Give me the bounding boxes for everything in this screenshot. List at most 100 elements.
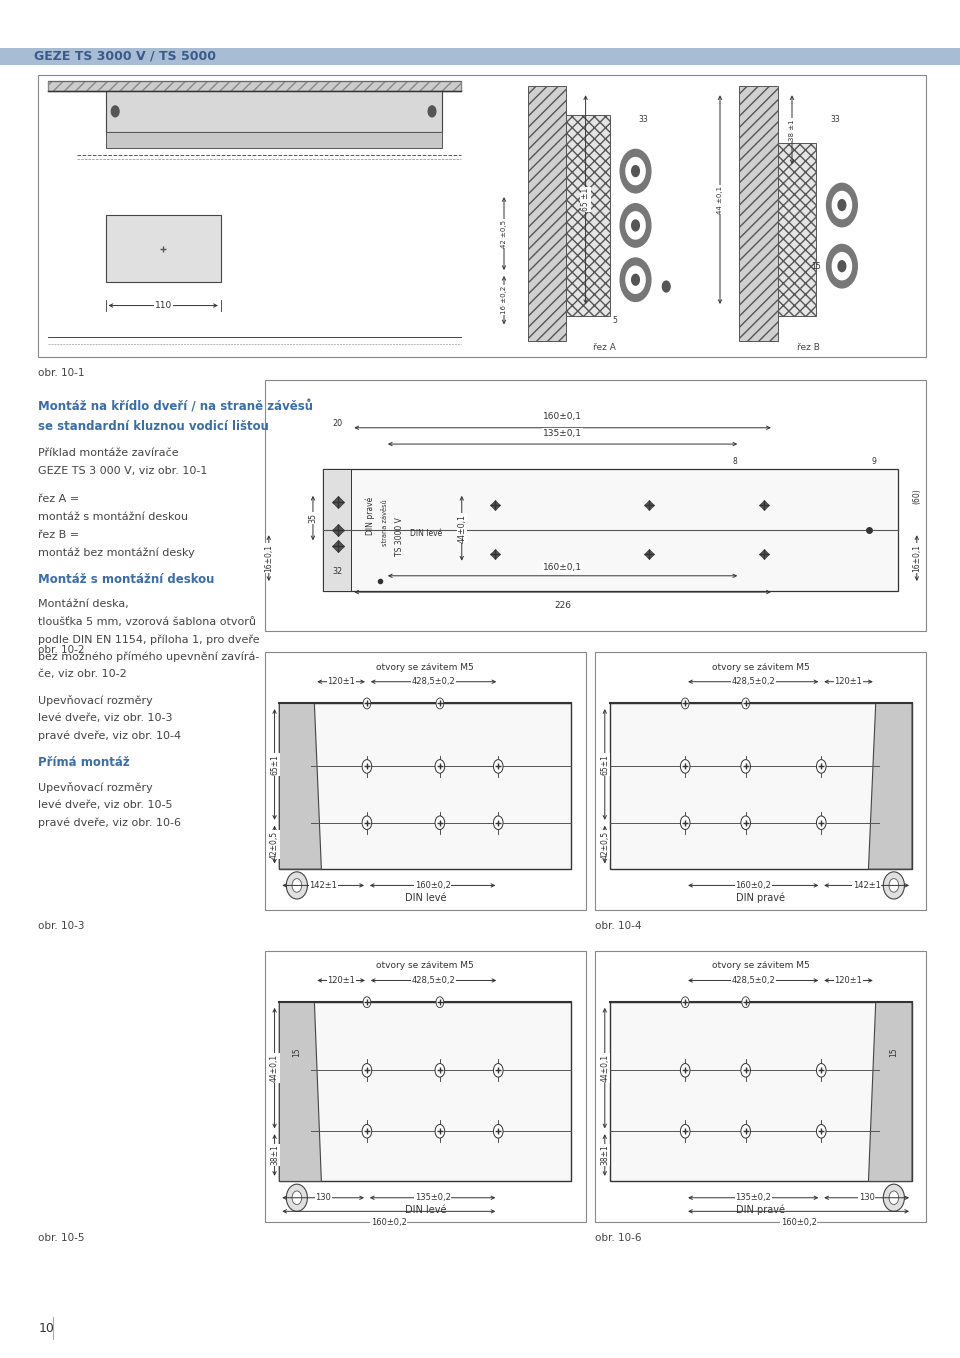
Text: 15: 15 bbox=[889, 1047, 899, 1057]
Text: řez A =: řez A = bbox=[38, 494, 80, 504]
Bar bbox=[38, 75, 926, 357]
Text: 120±1: 120±1 bbox=[327, 678, 355, 686]
Circle shape bbox=[493, 759, 503, 773]
Circle shape bbox=[435, 759, 444, 773]
Circle shape bbox=[428, 106, 436, 117]
Text: 15: 15 bbox=[811, 262, 821, 270]
Text: DIN pravé: DIN pravé bbox=[736, 892, 785, 903]
Text: 226: 226 bbox=[554, 602, 571, 610]
Bar bbox=[323, 469, 898, 591]
Text: GEZE TS 3 000 V, viz obr. 10-1: GEZE TS 3 000 V, viz obr. 10-1 bbox=[38, 466, 207, 475]
Text: 44 ±0,1: 44 ±0,1 bbox=[717, 186, 723, 213]
Circle shape bbox=[741, 1124, 751, 1138]
Text: 130: 130 bbox=[315, 1194, 331, 1202]
Text: 8: 8 bbox=[733, 456, 737, 466]
Circle shape bbox=[838, 261, 846, 272]
Bar bbox=[610, 703, 912, 869]
Text: řez B: řez B bbox=[798, 342, 820, 352]
Text: Montážní deska,: Montážní deska, bbox=[38, 599, 130, 608]
Text: 120±1: 120±1 bbox=[834, 678, 862, 686]
Circle shape bbox=[816, 1124, 826, 1138]
Text: obr. 10-6: obr. 10-6 bbox=[595, 1233, 641, 1243]
Circle shape bbox=[827, 183, 857, 227]
Text: otvory se závitem M5: otvory se závitem M5 bbox=[712, 663, 809, 672]
Circle shape bbox=[742, 997, 750, 1008]
Circle shape bbox=[292, 879, 301, 892]
Bar bbox=[279, 1002, 571, 1181]
Circle shape bbox=[827, 244, 857, 288]
Bar bbox=[106, 132, 442, 148]
Bar bbox=[279, 703, 571, 869]
Bar bbox=[106, 91, 442, 132]
Text: tloušťka 5 mm, vzorová šablona otvorů: tloušťka 5 mm, vzorová šablona otvorů bbox=[38, 617, 256, 626]
Bar bbox=[265, 652, 586, 910]
Text: 110: 110 bbox=[155, 301, 172, 310]
Circle shape bbox=[681, 1124, 690, 1138]
Circle shape bbox=[681, 759, 690, 773]
Text: levé dveře, viz obr. 10-3: levé dveře, viz obr. 10-3 bbox=[38, 713, 173, 722]
Bar bbox=[595, 652, 926, 910]
Circle shape bbox=[435, 1063, 444, 1077]
Text: 135±0,2: 135±0,2 bbox=[415, 1194, 450, 1202]
Text: 135±0,2: 135±0,2 bbox=[735, 1194, 771, 1202]
Text: podle DIN EN 1154, příloha 1, pro dveře: podle DIN EN 1154, příloha 1, pro dveře bbox=[38, 634, 260, 645]
Text: 32: 32 bbox=[333, 566, 343, 576]
Text: 5: 5 bbox=[612, 316, 617, 325]
Bar bbox=[778, 143, 816, 316]
Text: 42 ±0,5: 42 ±0,5 bbox=[501, 220, 507, 247]
Circle shape bbox=[362, 816, 372, 830]
Circle shape bbox=[681, 816, 690, 830]
Text: 44±0,1: 44±0,1 bbox=[600, 1054, 610, 1082]
Circle shape bbox=[111, 106, 119, 117]
Text: DIN pravé: DIN pravé bbox=[366, 497, 375, 535]
Text: TS 3000 V: TS 3000 V bbox=[395, 517, 404, 555]
Bar bbox=[595, 951, 926, 1222]
Text: řez A: řez A bbox=[593, 342, 616, 352]
Text: 142±1: 142±1 bbox=[309, 881, 337, 889]
Text: obr. 10-3: obr. 10-3 bbox=[38, 921, 84, 930]
Text: obr. 10-1: obr. 10-1 bbox=[38, 368, 84, 378]
Text: DIN levé: DIN levé bbox=[404, 1206, 446, 1215]
Text: obr. 10-5: obr. 10-5 bbox=[38, 1233, 84, 1243]
Ellipse shape bbox=[883, 1184, 904, 1211]
Circle shape bbox=[816, 1063, 826, 1077]
Bar bbox=[0, 48, 960, 65]
Text: 38±1: 38±1 bbox=[270, 1145, 279, 1165]
Text: 428,5±0,2: 428,5±0,2 bbox=[732, 976, 775, 985]
Text: 160±0,1: 160±0,1 bbox=[543, 564, 582, 572]
Text: 160±0,2: 160±0,2 bbox=[735, 881, 771, 889]
Bar bbox=[566, 115, 610, 316]
Text: 15: 15 bbox=[293, 1047, 301, 1057]
Text: DIN pravé: DIN pravé bbox=[736, 1205, 785, 1215]
Circle shape bbox=[832, 191, 852, 219]
Circle shape bbox=[889, 879, 899, 892]
Circle shape bbox=[741, 759, 751, 773]
Circle shape bbox=[681, 1063, 690, 1077]
Ellipse shape bbox=[286, 1184, 307, 1211]
Ellipse shape bbox=[883, 872, 904, 899]
Bar bbox=[528, 86, 566, 341]
Circle shape bbox=[838, 200, 846, 210]
Circle shape bbox=[662, 281, 670, 292]
Text: 160±0,2: 160±0,2 bbox=[415, 881, 450, 889]
Text: 428,5±0,2: 428,5±0,2 bbox=[412, 678, 455, 686]
Circle shape bbox=[620, 149, 651, 193]
Text: DIN levé: DIN levé bbox=[410, 530, 443, 538]
Text: obr. 10-2: obr. 10-2 bbox=[38, 645, 84, 655]
Circle shape bbox=[362, 759, 372, 773]
Circle shape bbox=[889, 1191, 899, 1205]
Bar bbox=[610, 1002, 912, 1181]
Text: 142±1: 142±1 bbox=[852, 881, 880, 889]
Text: Přímá montáž: Přímá montáž bbox=[38, 756, 131, 770]
Bar bbox=[323, 469, 351, 591]
Text: otvory se závitem M5: otvory se závitem M5 bbox=[376, 961, 474, 971]
Text: montáž bez montážní desky: montáž bez montážní desky bbox=[38, 547, 195, 558]
Text: pravé dveře, viz obr. 10-4: pravé dveře, viz obr. 10-4 bbox=[38, 731, 181, 741]
Text: montáž s montážní deskou: montáž s montážní deskou bbox=[38, 512, 188, 521]
Circle shape bbox=[626, 158, 645, 185]
Polygon shape bbox=[869, 703, 912, 869]
Bar bbox=[265, 380, 926, 631]
Text: 42±0,5: 42±0,5 bbox=[600, 831, 610, 858]
Circle shape bbox=[435, 1124, 444, 1138]
Text: 160±0,1: 160±0,1 bbox=[543, 413, 582, 421]
